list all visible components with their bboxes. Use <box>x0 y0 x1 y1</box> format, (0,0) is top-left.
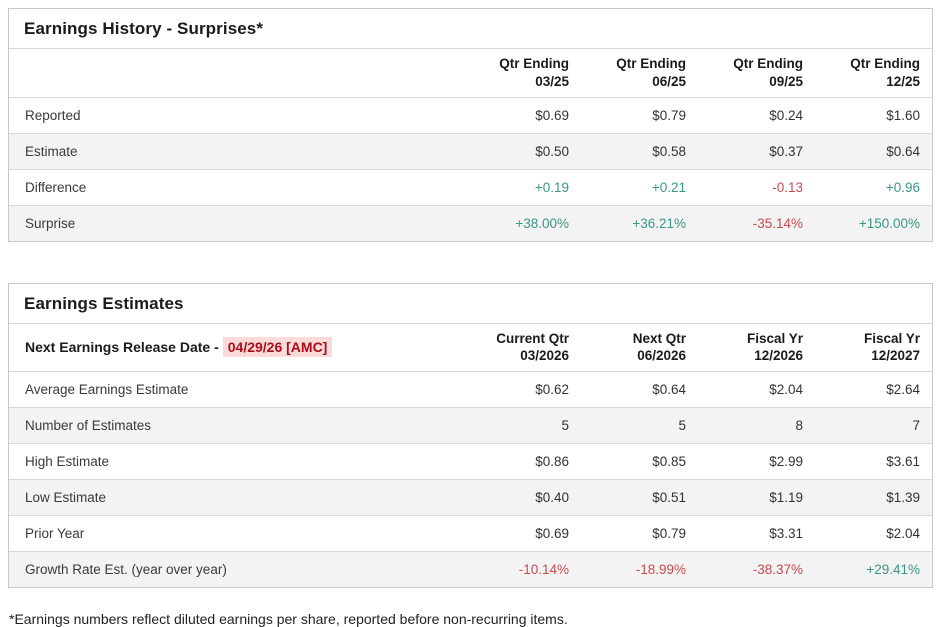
release-date-label: Next Earnings Release Date - <box>25 339 219 356</box>
earnings-history-table: Qtr Ending 03/25 Qtr Ending 06/25 Qtr Endi… <box>9 48 932 241</box>
cell-value: $0.51 <box>652 490 686 506</box>
history-col-header-4: Qtr Ending 12/25 <box>815 48 932 98</box>
cell-value: +0.19 <box>534 179 569 195</box>
cell-value: $2.99 <box>769 454 803 470</box>
earnings-footnote: *Earnings numbers reflect diluted earnin… <box>9 611 568 627</box>
estimates-header-row: Next Earnings Release Date -04/29/26 [AM… <box>9 322 932 373</box>
estimates-col-header-3: Fiscal Yr 12/2026 <box>698 322 815 373</box>
cell-value: $2.04 <box>886 526 920 542</box>
earnings-history-title: Earnings History - Surprises* <box>24 19 264 38</box>
earnings-estimates-table: Next Earnings Release Date -04/29/26 [AM… <box>9 322 932 588</box>
cell-value: $3.61 <box>886 454 920 470</box>
row-label: Difference <box>25 179 87 195</box>
cell-value: +29.41% <box>866 562 920 578</box>
table-row-difference: Difference +0.19 +0.21 -0.13 +0.96 <box>9 169 932 205</box>
cell-value: $0.50 <box>535 143 569 159</box>
cell-value: $0.37 <box>769 143 803 159</box>
row-label: Growth Rate Est. (year over year) <box>25 562 227 578</box>
cell-value: +150.00% <box>858 215 920 231</box>
cell-value: +36.21% <box>632 215 686 231</box>
history-header-spacer <box>9 48 464 98</box>
table-row-surprise: Surprise +38.00% +36.21% -35.14% +150.00… <box>9 205 932 241</box>
table-row-reported: Reported $0.69 $0.79 $0.24 $1.60 <box>9 97 932 133</box>
estimates-col-header-1: Current Qtr 03/2026 <box>464 322 581 373</box>
cell-value: -0.13 <box>772 179 803 195</box>
cell-value: 5 <box>678 418 686 434</box>
history-col-header-1: Qtr Ending 03/25 <box>464 48 581 98</box>
cell-value: -38.37% <box>752 562 803 578</box>
table-row-number-of-estimates: Number of Estimates 5 5 8 7 <box>9 407 932 444</box>
cell-value: $0.69 <box>535 107 569 123</box>
cell-value: $0.64 <box>886 143 920 159</box>
row-label: Prior Year <box>25 526 85 542</box>
cell-value: $0.69 <box>535 526 569 542</box>
cell-value: -18.99% <box>635 562 686 578</box>
cell-value: $0.40 <box>535 490 569 506</box>
cell-value: $2.04 <box>769 382 803 398</box>
table-row-prior-year: Prior Year $0.69 $0.79 $3.31 $2.04 <box>9 515 932 552</box>
table-row-growth-rate: Growth Rate Est. (year over year) -10.14… <box>9 551 932 588</box>
cell-value: 8 <box>795 418 803 434</box>
row-label: Average Earnings Estimate <box>25 382 189 398</box>
cell-value: $0.64 <box>652 382 686 398</box>
cell-value: 7 <box>912 418 920 434</box>
cell-value: $0.86 <box>535 454 569 470</box>
history-header-row: Qtr Ending 03/25 Qtr Ending 06/25 Qtr Endi… <box>9 48 932 98</box>
earnings-history-panel: Earnings History - Surprises* Qtr Ending… <box>8 8 933 242</box>
table-row-estimate: Estimate $0.50 $0.58 $0.37 $0.64 <box>9 133 932 170</box>
cell-value: $0.79 <box>652 526 686 542</box>
cell-value: $0.62 <box>535 382 569 398</box>
row-label: Reported <box>25 107 81 123</box>
table-row-low-estimate: Low Estimate $0.40 $0.51 $1.19 $1.39 <box>9 479 932 516</box>
cell-value: $3.31 <box>769 526 803 542</box>
next-earnings-release: Next Earnings Release Date -04/29/26 [AM… <box>9 322 464 373</box>
row-label: Estimate <box>25 143 78 159</box>
cell-value: $2.64 <box>886 382 920 398</box>
earnings-estimates-title: Earnings Estimates <box>24 293 184 313</box>
row-label: Surprise <box>25 215 76 231</box>
cell-value: 5 <box>561 418 569 434</box>
table-row-average-estimate: Average Earnings Estimate $0.62 $0.64 $2… <box>9 372 932 408</box>
cell-value: -10.14% <box>518 562 569 578</box>
table-row-high-estimate: High Estimate $0.86 $0.85 $2.99 $3.61 <box>9 443 932 480</box>
cell-value: $0.24 <box>769 107 803 123</box>
estimates-col-header-4: Fiscal Yr 12/2027 <box>815 322 932 373</box>
row-label: Number of Estimates <box>25 418 152 434</box>
cell-value: +38.00% <box>515 215 569 231</box>
cell-value: +0.21 <box>651 179 686 195</box>
cell-value: $0.58 <box>652 143 686 159</box>
cell-value: $0.85 <box>652 454 686 470</box>
row-label: High Estimate <box>25 454 110 470</box>
cell-value: $1.19 <box>769 490 803 506</box>
history-col-header-3: Qtr Ending 09/25 <box>698 48 815 98</box>
row-label: Low Estimate <box>25 490 107 506</box>
cell-value: +0.96 <box>885 179 920 195</box>
release-date-badge: 04/29/26 [AMC] <box>222 337 333 358</box>
earnings-estimates-panel: Earnings Estimates Next Earnings Release… <box>8 282 933 589</box>
history-col-header-2: Qtr Ending 06/25 <box>581 48 698 98</box>
cell-value: -35.14% <box>752 215 803 231</box>
cell-value: $1.39 <box>886 490 920 506</box>
cell-value: $1.60 <box>886 107 920 123</box>
cell-value: $0.79 <box>652 107 686 123</box>
estimates-col-header-2: Next Qtr 06/2026 <box>581 322 698 373</box>
